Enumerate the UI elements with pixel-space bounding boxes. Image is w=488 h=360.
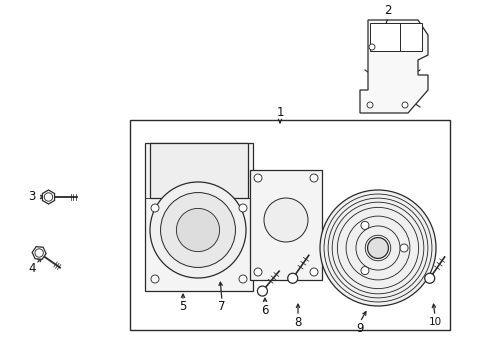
Circle shape bbox=[239, 204, 246, 212]
Circle shape bbox=[151, 204, 159, 212]
Circle shape bbox=[319, 190, 435, 306]
Circle shape bbox=[401, 102, 407, 108]
Circle shape bbox=[239, 275, 246, 283]
Text: 6: 6 bbox=[261, 303, 268, 316]
Circle shape bbox=[366, 102, 372, 108]
Text: 10: 10 bbox=[427, 317, 441, 327]
Circle shape bbox=[253, 174, 262, 182]
Text: 1: 1 bbox=[276, 107, 283, 120]
Circle shape bbox=[424, 273, 434, 283]
Text: 4: 4 bbox=[28, 261, 36, 274]
Bar bbox=[145, 143, 252, 291]
Circle shape bbox=[287, 273, 297, 283]
Circle shape bbox=[257, 286, 267, 296]
Bar bbox=[249, 170, 321, 280]
Polygon shape bbox=[42, 190, 55, 204]
Circle shape bbox=[367, 238, 387, 258]
Circle shape bbox=[360, 221, 368, 229]
Text: 9: 9 bbox=[356, 321, 363, 334]
Circle shape bbox=[264, 198, 307, 242]
Circle shape bbox=[35, 249, 43, 257]
Circle shape bbox=[368, 44, 374, 50]
Circle shape bbox=[150, 182, 245, 278]
Circle shape bbox=[160, 193, 235, 267]
Circle shape bbox=[309, 174, 317, 182]
Text: 3: 3 bbox=[28, 190, 36, 203]
Circle shape bbox=[253, 268, 262, 276]
Bar bbox=[369, 23, 399, 51]
Circle shape bbox=[151, 275, 159, 283]
Bar bbox=[399, 23, 421, 51]
Polygon shape bbox=[359, 20, 427, 113]
Circle shape bbox=[399, 244, 407, 252]
Text: 5: 5 bbox=[179, 301, 186, 314]
Text: 2: 2 bbox=[384, 4, 391, 18]
Text: 7: 7 bbox=[218, 301, 225, 314]
Polygon shape bbox=[32, 247, 46, 259]
Circle shape bbox=[309, 268, 317, 276]
Circle shape bbox=[44, 193, 53, 201]
Bar bbox=[130, 120, 449, 330]
Circle shape bbox=[360, 267, 368, 275]
Circle shape bbox=[176, 208, 219, 252]
Text: 8: 8 bbox=[294, 315, 301, 328]
Bar bbox=[150, 143, 247, 198]
